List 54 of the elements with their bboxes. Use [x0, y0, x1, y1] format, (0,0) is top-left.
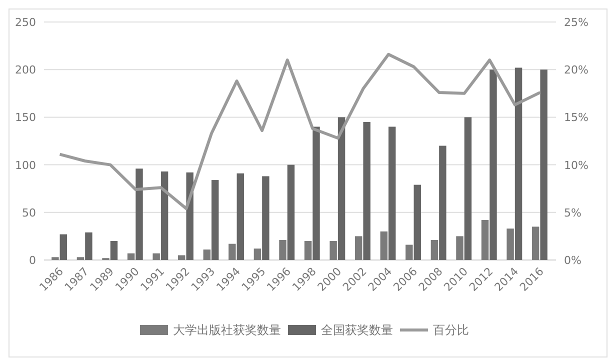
legend-label: 大学出版社获奖数量 — [173, 323, 281, 337]
bar — [160, 171, 168, 260]
bar — [439, 146, 446, 260]
bar — [127, 253, 135, 260]
bar — [254, 248, 262, 260]
y2-tick-label: 5% — [564, 206, 582, 220]
bar — [506, 228, 514, 260]
line-series — [58, 52, 542, 210]
bar — [514, 68, 522, 260]
bar — [540, 70, 548, 260]
bar — [330, 240, 337, 260]
bar — [279, 240, 286, 260]
bar — [85, 232, 92, 260]
y-tick-label: 150 — [15, 111, 36, 124]
bar — [60, 234, 68, 260]
bar — [490, 70, 497, 260]
bar — [287, 164, 295, 260]
bar — [178, 255, 186, 260]
y2-tick-label: 20% — [564, 64, 588, 77]
bar — [136, 168, 143, 260]
y-tick-label: 200 — [15, 64, 36, 77]
bar — [304, 240, 312, 260]
bar — [152, 253, 160, 260]
y-tick-label: 100 — [15, 158, 36, 172]
bar — [430, 240, 438, 260]
bar — [363, 122, 370, 260]
bar — [76, 257, 84, 260]
bar — [406, 244, 413, 260]
y2-tick-label: 10% — [564, 158, 588, 172]
bar — [338, 117, 346, 260]
bar — [212, 180, 219, 260]
bar — [110, 240, 118, 260]
bar — [414, 184, 421, 260]
legend-label: 全国获奖数量 — [321, 323, 393, 337]
y-tick-label: 50 — [22, 206, 36, 220]
legend-label: 百分比 — [433, 323, 469, 337]
y2-tick-label: 25% — [564, 16, 588, 29]
y2-tick-label: 0% — [564, 254, 582, 267]
bar — [481, 220, 489, 260]
bar — [52, 257, 59, 260]
y-tick-label: 0 — [29, 254, 36, 267]
bar — [236, 173, 244, 260]
bar — [354, 236, 362, 260]
bar — [228, 244, 236, 260]
bar — [456, 236, 464, 260]
bar — [388, 126, 396, 260]
bar — [262, 176, 270, 260]
bar — [380, 231, 388, 260]
bar — [312, 126, 320, 260]
bar — [532, 226, 540, 260]
y-tick-label: 250 — [15, 16, 36, 29]
bar — [203, 250, 211, 260]
y2-tick-label: 15% — [564, 111, 588, 124]
bar — [464, 117, 472, 260]
